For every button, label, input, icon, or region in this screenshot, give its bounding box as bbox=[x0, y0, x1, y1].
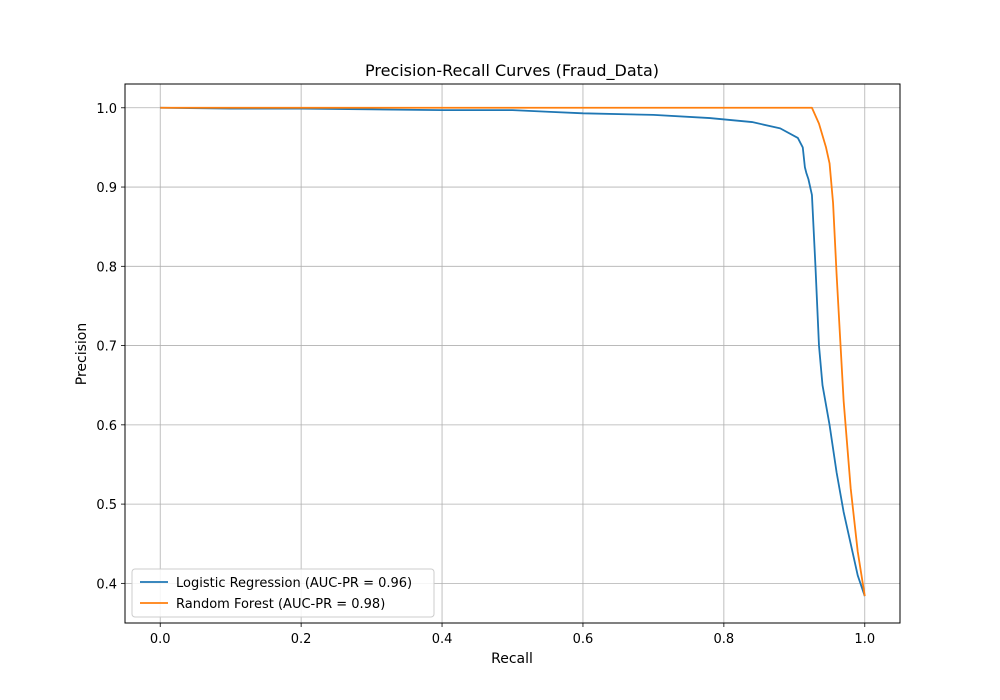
x-tick-label: 0.2 bbox=[291, 632, 312, 647]
plot-frame bbox=[124, 83, 901, 624]
y-tick-label: 0.7 bbox=[96, 340, 117, 355]
legend-label: Random Forest (AUC-PR = 0.98) bbox=[176, 597, 385, 612]
series-line-1 bbox=[160, 106, 866, 597]
x-tick-label: 0.6 bbox=[573, 632, 594, 647]
y-tick-label: 0.5 bbox=[96, 498, 117, 513]
chart-title: Precision-Recall Curves (Fraud_Data) bbox=[365, 61, 659, 81]
x-axis-label: Recall bbox=[491, 651, 533, 667]
series-line-2 bbox=[160, 106, 866, 597]
x-tick-label: 0.8 bbox=[714, 632, 735, 647]
y-tick-label: 0.8 bbox=[96, 260, 117, 275]
y-tick-label: 0.6 bbox=[96, 419, 117, 434]
x-tick-label: 1.0 bbox=[854, 632, 875, 647]
y-tick-label: 0.9 bbox=[96, 181, 117, 196]
y-axis-label: Precision bbox=[74, 323, 90, 385]
grid-lines bbox=[125, 84, 900, 623]
series-lines bbox=[160, 106, 866, 597]
x-tick-label: 0.0 bbox=[150, 632, 171, 647]
x-axis-ticks: 0.0 0.2 0.4 0.6 0.8 1.0 bbox=[150, 623, 875, 647]
legend: Logistic Regression (AUC-PR = 0.96) Rando… bbox=[131, 568, 435, 618]
legend-box bbox=[131, 568, 435, 618]
y-tick-label: 0.4 bbox=[96, 577, 117, 592]
legend-label: Logistic Regression (AUC-PR = 0.96) bbox=[176, 576, 412, 591]
y-axis-ticks: 0.4 0.5 0.6 0.7 0.8 0.9 1.0 bbox=[96, 102, 125, 592]
x-tick-label: 0.4 bbox=[432, 632, 453, 647]
y-tick-label: 1.0 bbox=[96, 102, 117, 117]
